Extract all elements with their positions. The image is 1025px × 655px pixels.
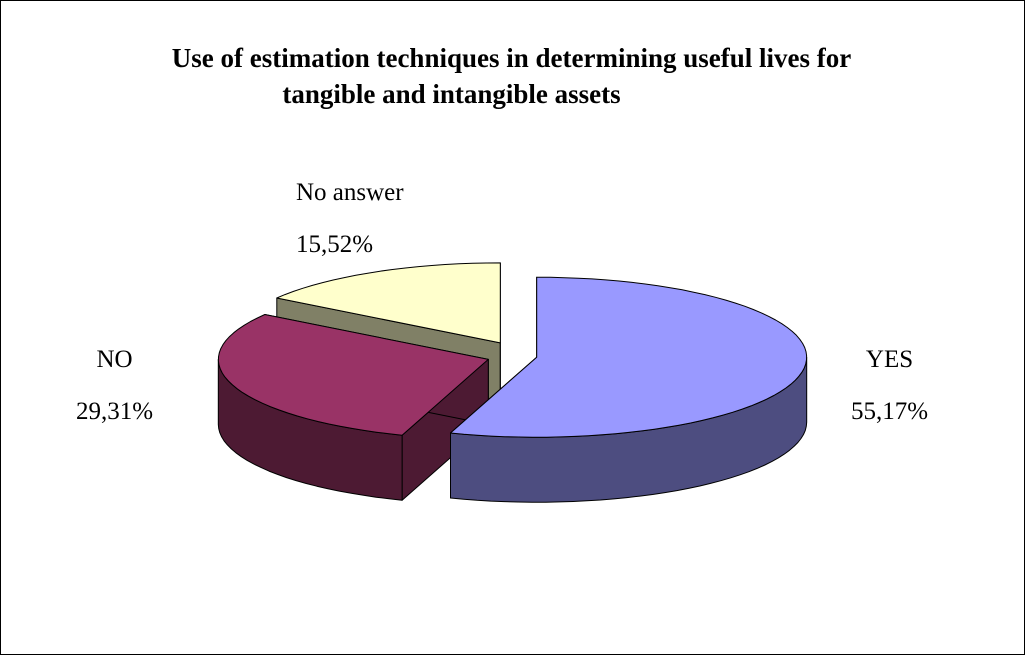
- chart-title-line-1: Use of estimation techniques in determin…: [171, 43, 852, 73]
- slice-label-yes: YES 55,17%: [851, 345, 928, 427]
- slice-label-no-answer-value: 15,52%: [296, 231, 374, 258]
- chart-title: Use of estimation techniques in determin…: [0, 40, 1023, 112]
- slice-label-no-answer: No answer 15,52%: [296, 178, 404, 260]
- slice-label-no-name: NO: [96, 346, 133, 373]
- slice-top-no: [217, 314, 489, 436]
- slice-label-yes-name: YES: [865, 346, 914, 373]
- slice-top-no-answer: [276, 262, 501, 344]
- slice-top-yes: [450, 276, 808, 438]
- slice-label-no: NO 29,31%: [76, 345, 153, 427]
- slice-label-yes-value: 55,17%: [851, 398, 929, 425]
- slice-label-no-answer-name: No answer: [296, 179, 404, 206]
- slice-label-no-value: 29,31%: [76, 398, 154, 425]
- chart-title-line-2: tangible and intangible assets: [282, 79, 621, 109]
